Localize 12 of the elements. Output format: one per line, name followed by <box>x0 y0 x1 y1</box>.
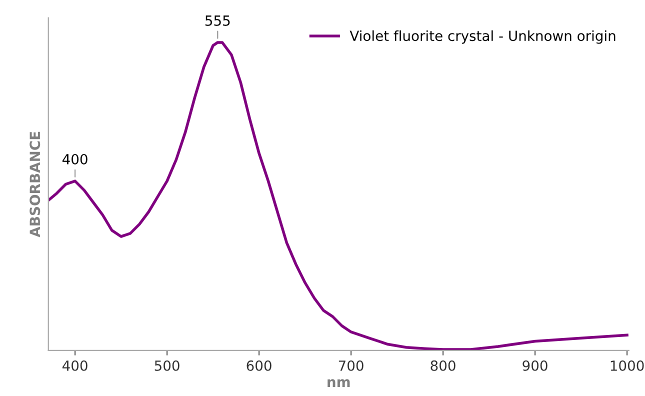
annotation: 555 <box>205 16 230 26</box>
x-tick-label: 700 <box>338 360 364 371</box>
x-tick-label: 1000 <box>610 360 644 371</box>
x-tick-label: 900 <box>522 360 548 371</box>
annotation: 400 <box>62 154 88 164</box>
y-axis-title: ABSORBANCE <box>30 132 40 238</box>
x-tick-label: 600 <box>246 360 272 371</box>
x-tick-label: 800 <box>430 360 456 371</box>
legend-label: Violet fluorite crystal - Unknown origin <box>350 30 616 44</box>
x-axis-title: nm <box>328 379 350 387</box>
x-tick-label: 500 <box>154 360 180 371</box>
x-tick-label: 400 <box>62 360 88 371</box>
